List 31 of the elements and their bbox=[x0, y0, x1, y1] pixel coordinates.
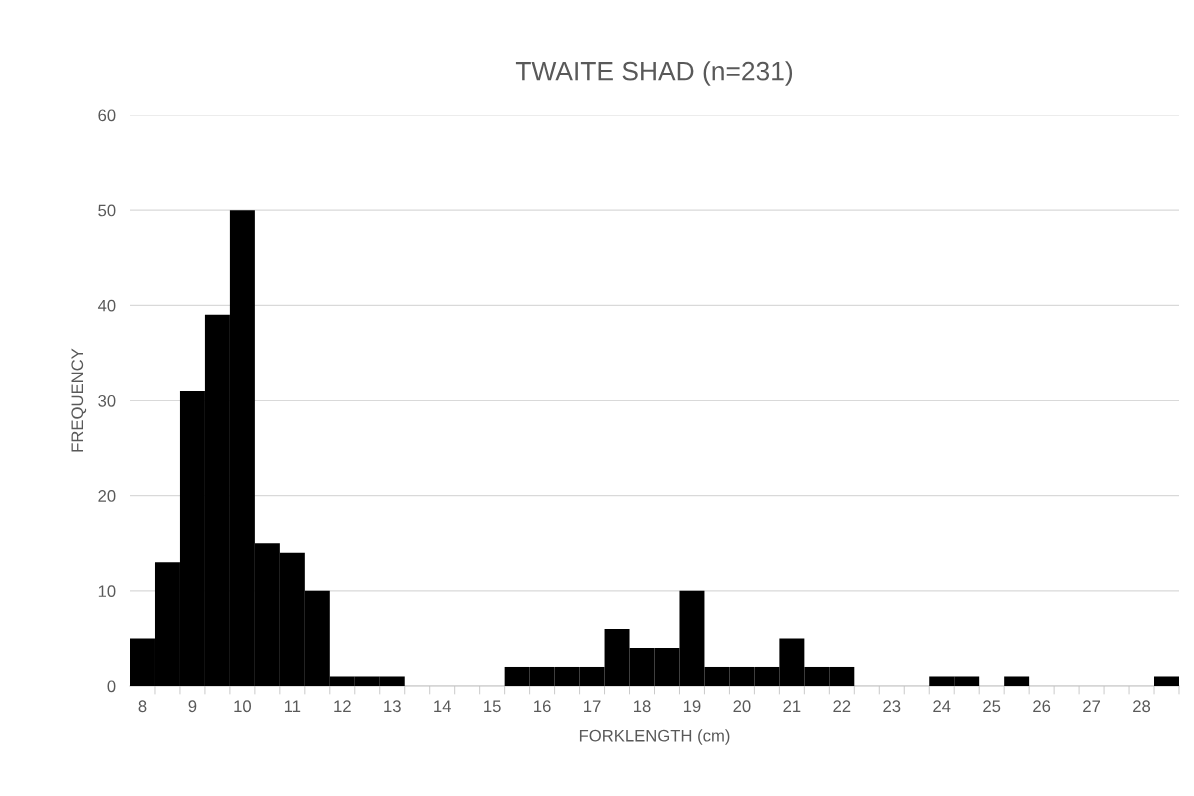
x-tick-label: 11 bbox=[284, 700, 301, 712]
x-tick-label: 18 bbox=[634, 700, 651, 713]
y-axis-title: FREQUENCY bbox=[71, 348, 87, 452]
x-tick-label: 9 bbox=[188, 700, 197, 713]
x-tick-label: 26 bbox=[1033, 700, 1051, 713]
x-tick-label: 14 bbox=[434, 700, 451, 712]
chart-title: TWAITE SHAD (n=231) bbox=[515, 61, 793, 86]
x-tick-label: 12 bbox=[334, 700, 351, 712]
x-tick-label: 13 bbox=[384, 700, 401, 713]
x-tick-label: 15 bbox=[484, 700, 501, 713]
x-tick-label: 21 bbox=[783, 700, 801, 712]
y-tick-label: 10 bbox=[98, 585, 116, 598]
x-tick-label: 20 bbox=[733, 700, 751, 713]
x-tick-label: 19 bbox=[683, 700, 701, 713]
y-tick-label: 60 bbox=[98, 109, 116, 122]
y-tick-label: 20 bbox=[98, 490, 116, 502]
x-tick-label: 22 bbox=[833, 700, 851, 712]
y-tick-label: 30 bbox=[98, 394, 116, 407]
x-axis-title: FORKLENGTH (cm) bbox=[579, 729, 730, 745]
x-tick-label: 16 bbox=[534, 700, 551, 713]
x-tick-label: 24 bbox=[933, 700, 951, 712]
x-tick-label: 27 bbox=[1083, 700, 1101, 712]
x-tick-label: 17 bbox=[584, 700, 601, 712]
x-tick-label: 10 bbox=[234, 700, 252, 713]
x-tick-label: 28 bbox=[1133, 700, 1151, 713]
x-tick-label: 8 bbox=[138, 700, 147, 713]
x-tick-label: 23 bbox=[883, 700, 901, 713]
y-tick-label: 50 bbox=[98, 204, 116, 217]
x-tick-label: 25 bbox=[983, 700, 1001, 713]
y-tick-label: 0 bbox=[107, 680, 116, 693]
y-tick-label: 40 bbox=[97, 299, 116, 312]
